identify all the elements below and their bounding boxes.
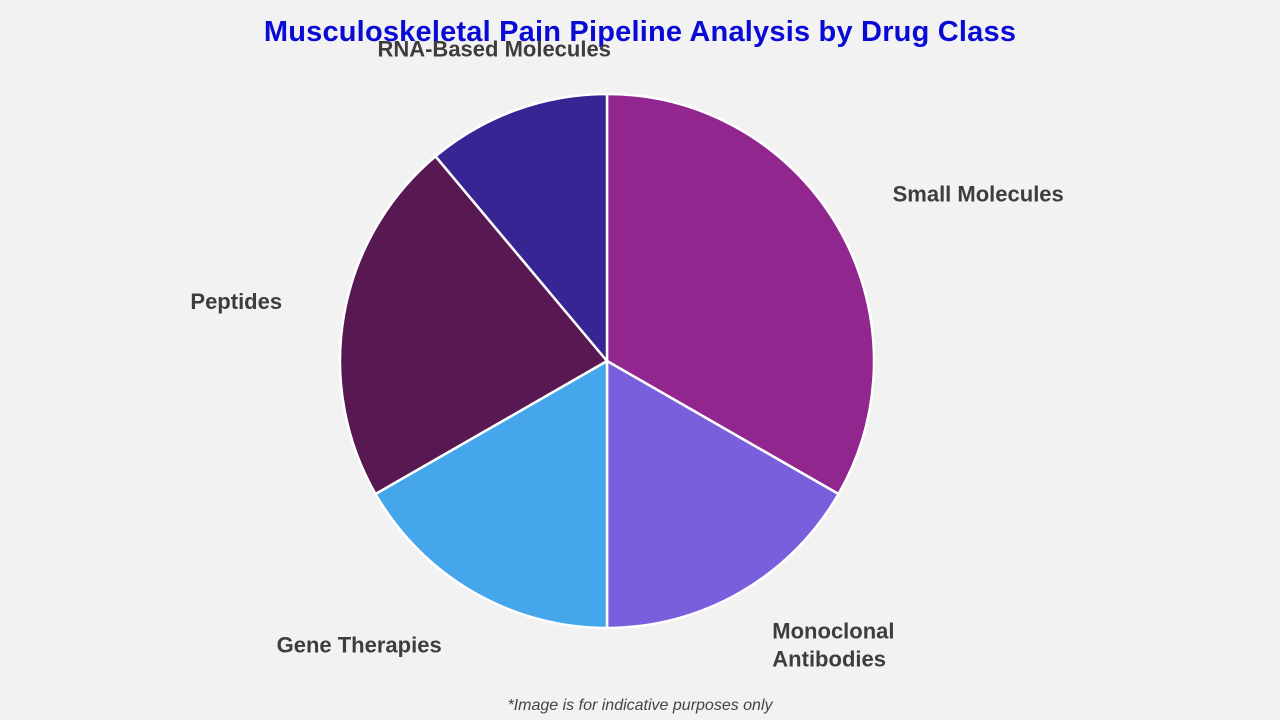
pie-slice-peptides: [338, 155, 609, 496]
pie-slices: [338, 92, 876, 630]
slice-label-rna-based-molecules: RNA-Based Molecules: [377, 37, 611, 62]
pie-slice-gene-therapies: [374, 359, 609, 630]
slice-label-small-molecules: Small Molecules: [893, 182, 1064, 207]
slice-label-peptides: Peptides: [190, 289, 282, 314]
slice-labels: Small Molecules Monoclonal Antibodies Gene …: [190, 37, 1063, 672]
slice-label-monoclonal-antibodies: Monoclonal Antibodies: [772, 618, 894, 671]
footnote: *Image is for indicative purposes only: [507, 697, 773, 714]
pie-slice-small-molecules: [605, 92, 876, 496]
pie-slice-monoclonal-antibodies: [605, 359, 840, 630]
pie-slice-rna-based-molecules: [434, 92, 609, 363]
chart-title: Musculoskeletal Pain Pipeline Analysis b…: [263, 16, 1017, 48]
slice-label-gene-therapies: Gene Therapies: [277, 632, 442, 657]
